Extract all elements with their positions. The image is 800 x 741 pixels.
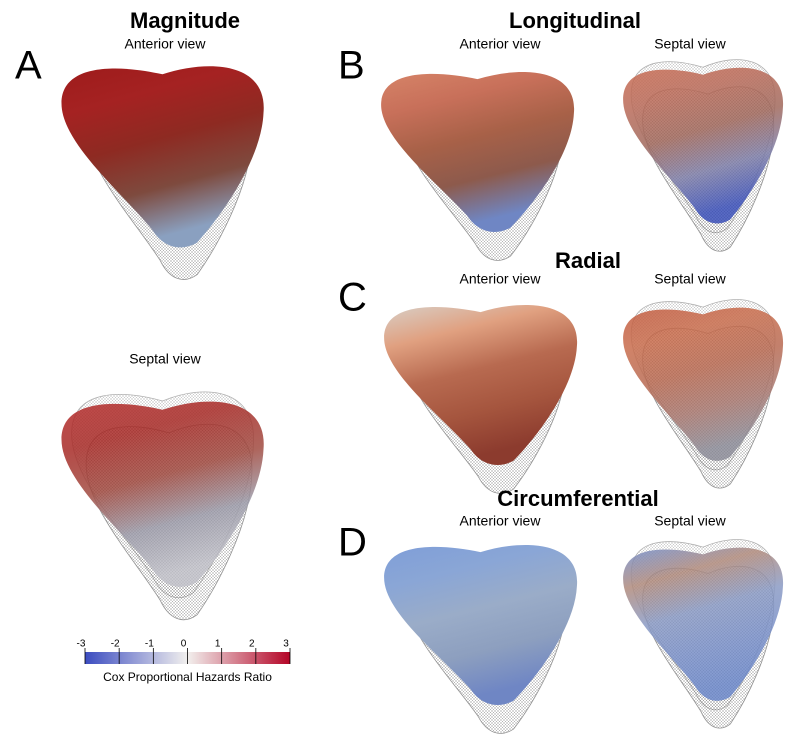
view-label: Septal view [654,513,726,529]
colorbar-label: Cox Proportional Hazards Ratio [103,670,272,684]
panel-letter: A [15,44,42,88]
view-label: Septal view [129,351,201,367]
panel-letter: D [338,521,367,565]
surface [623,547,784,701]
view-label: Anterior view [460,36,542,52]
heart-render [384,304,578,494]
surface [61,66,264,248]
surface [384,304,578,465]
tick-label: 2 [249,639,255,650]
tick-label: 3 [283,639,289,650]
heart-render [61,66,264,280]
heart-render [381,71,575,261]
heart-render [61,391,264,621]
tick-label: -1 [145,639,154,650]
surface [61,401,264,587]
heart-render [623,59,784,252]
surface [384,544,578,705]
view-label: Anterior view [125,36,207,52]
panel-letter: C [338,276,367,320]
surface [381,71,575,232]
panel-letter: B [338,44,365,88]
view-label: Anterior view [460,513,542,529]
surface [623,67,784,224]
heart-render [623,299,784,489]
tick-label: -2 [111,639,120,650]
panel-title: Magnitude [130,8,240,33]
panel-title: Circumferential [497,486,658,511]
surface [623,307,784,461]
panel-title: Longitudinal [509,8,641,33]
heart-render [384,544,578,734]
tick-label: 1 [215,639,221,650]
tick-label: -3 [77,639,86,650]
view-label: Septal view [654,271,726,287]
heart-render [623,539,784,729]
tick-label: 0 [181,639,187,650]
view-label: Septal view [654,36,726,52]
view-label: Anterior view [460,271,542,287]
panel-title: Radial [555,248,621,273]
